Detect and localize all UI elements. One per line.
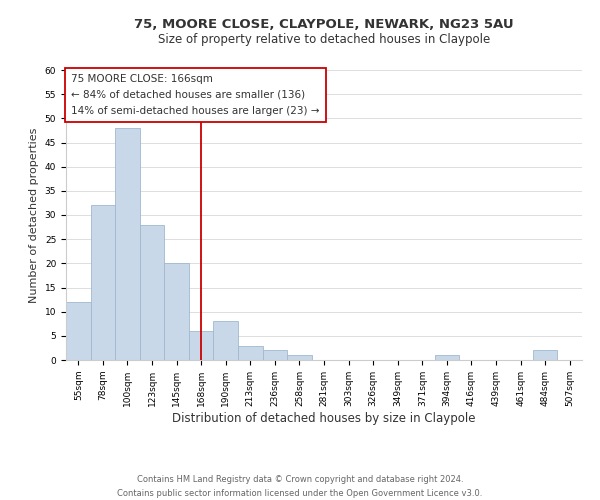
Bar bbox=[91, 206, 115, 360]
Text: Size of property relative to detached houses in Claypole: Size of property relative to detached ho… bbox=[158, 32, 490, 46]
Text: Contains HM Land Registry data © Crown copyright and database right 2024.
Contai: Contains HM Land Registry data © Crown c… bbox=[118, 476, 482, 498]
Bar bbox=[238, 346, 263, 360]
Bar bbox=[164, 264, 189, 360]
Bar bbox=[140, 224, 164, 360]
Text: 75, MOORE CLOSE, CLAYPOLE, NEWARK, NG23 5AU: 75, MOORE CLOSE, CLAYPOLE, NEWARK, NG23 … bbox=[134, 18, 514, 30]
Bar bbox=[214, 322, 238, 360]
Bar bbox=[189, 331, 214, 360]
Bar bbox=[287, 355, 312, 360]
Bar bbox=[66, 302, 91, 360]
Bar bbox=[533, 350, 557, 360]
Bar bbox=[115, 128, 140, 360]
X-axis label: Distribution of detached houses by size in Claypole: Distribution of detached houses by size … bbox=[172, 412, 476, 424]
Y-axis label: Number of detached properties: Number of detached properties bbox=[29, 128, 39, 302]
Bar bbox=[434, 355, 459, 360]
Bar bbox=[263, 350, 287, 360]
Text: 75 MOORE CLOSE: 166sqm
← 84% of detached houses are smaller (136)
14% of semi-de: 75 MOORE CLOSE: 166sqm ← 84% of detached… bbox=[71, 74, 320, 116]
